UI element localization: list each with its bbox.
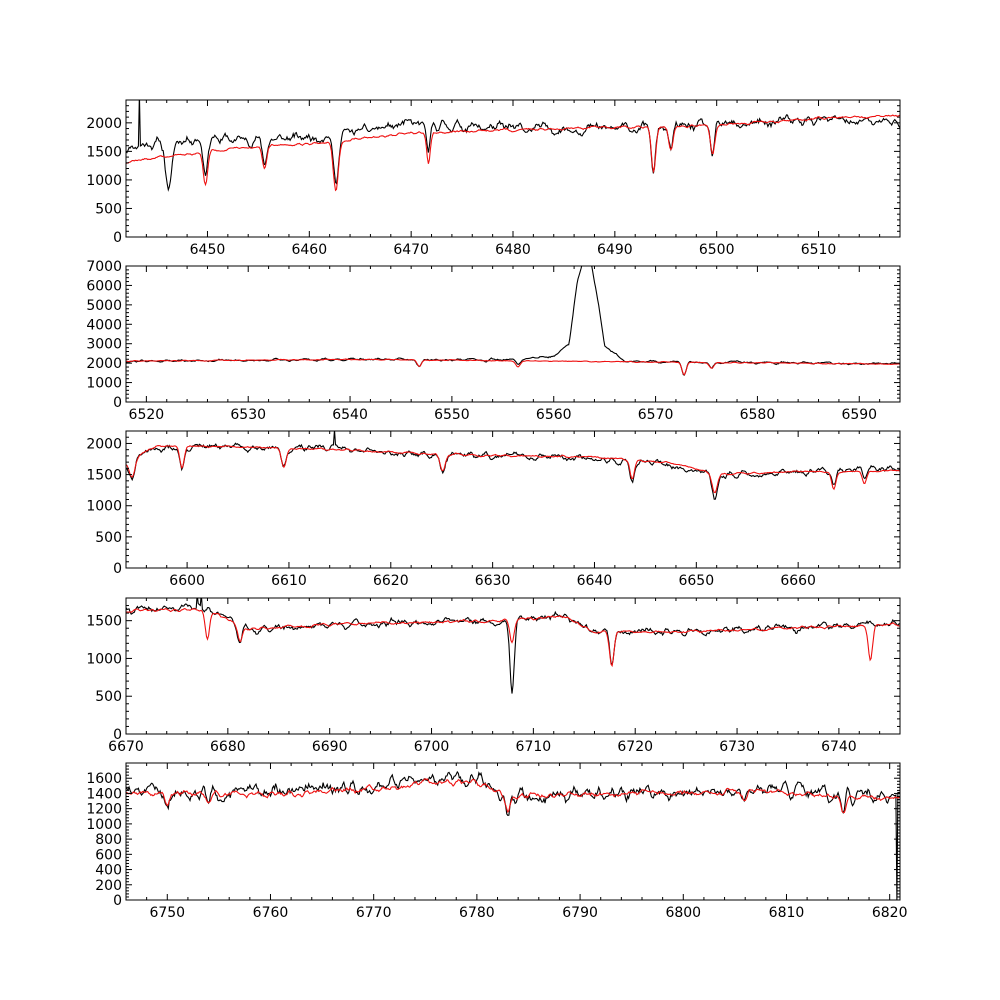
y-tick-label: 1400 xyxy=(86,786,122,802)
y-tick-label: 0 xyxy=(113,561,122,577)
x-tick-label: 6650 xyxy=(678,573,714,589)
x-tick-label: 6710 xyxy=(516,739,552,755)
y-tick-label: 0 xyxy=(113,893,122,909)
y-tick-label: 1200 xyxy=(86,802,122,818)
y-tick-label: 1600 xyxy=(86,771,122,787)
y-tick-label: 200 xyxy=(95,878,122,894)
y-tick-label: 7000 xyxy=(86,259,122,275)
model-spectrum-line-1 xyxy=(126,114,900,192)
x-tick-label: 6560 xyxy=(536,407,572,423)
model-spectrum-line-3 xyxy=(126,445,900,494)
y-tick-label: 1000 xyxy=(86,817,122,833)
x-tick-label: 6720 xyxy=(617,739,653,755)
x-tick-label: 6660 xyxy=(780,573,816,589)
x-tick-label: 6570 xyxy=(638,407,674,423)
panel-3: 6600 6610 6620 6630 6640 6650 6660 0 500 1000 1500… xyxy=(86,430,901,589)
x-tick-label: 6820 xyxy=(872,905,908,921)
panel-5: 6750 6760 6770 6780 6790 6800 6810 6820 02004006… xyxy=(86,762,908,921)
y-tick-label: 0 xyxy=(113,230,122,246)
x-tick-label: 6470 xyxy=(393,242,429,258)
panel-2: 6520 6530 6540 6550 6560 6570 6580 6590 0 1000 200… xyxy=(86,259,901,423)
model-spectrum-line-4 xyxy=(126,608,900,668)
y-tick-label: 4000 xyxy=(86,317,122,333)
y-tick-label: 600 xyxy=(95,847,122,863)
panel-1: 6450 6460 6470 6480 6490 6500 6510 0 500 1000 1500… xyxy=(86,99,901,258)
x-tick-label: 6640 xyxy=(577,573,613,589)
x-tick-label: 6760 xyxy=(253,905,289,921)
y-tick-label: 0 xyxy=(113,395,122,411)
model-spectrum-line-5 xyxy=(126,778,900,814)
x-tick-label: 6510 xyxy=(801,242,837,258)
y-tick-label: 1000 xyxy=(86,651,122,667)
y-tick-label: 2000 xyxy=(86,356,122,372)
observed-spectrum-line-1 xyxy=(126,100,900,192)
y-tick-label: 1000 xyxy=(86,376,122,392)
x-tick-label: 6810 xyxy=(769,905,805,921)
y-tick-label: 2000 xyxy=(86,436,122,452)
y-tick-label: 400 xyxy=(95,863,122,879)
x-tick-label: 6580 xyxy=(740,407,776,423)
y-tick-label: 6000 xyxy=(86,278,122,294)
y-tick-label: 500 xyxy=(95,689,122,705)
x-tick-label: 6670 xyxy=(108,739,144,755)
x-tick-label: 6540 xyxy=(332,407,368,423)
y-tick-label: 1000 xyxy=(86,499,122,515)
x-tick-label: 6770 xyxy=(356,905,392,921)
x-tick-label: 6780 xyxy=(459,905,495,921)
x-tick-label: 6590 xyxy=(841,407,877,423)
observed-spectrum-line-5 xyxy=(126,770,900,900)
y-tick-label: 1500 xyxy=(86,614,122,630)
x-tick-label: 6700 xyxy=(414,739,450,755)
panel-4: 6670 6680 6690 6700 6710 6720 6730 6740 0 500 1000… xyxy=(86,597,901,755)
y-tick-label: 500 xyxy=(95,530,122,546)
x-tick-label: 6730 xyxy=(719,739,755,755)
y-tick-label: 1500 xyxy=(86,144,122,160)
panel-frame xyxy=(125,762,901,901)
x-tick-label: 6480 xyxy=(495,242,531,258)
x-tick-label: 6790 xyxy=(562,905,598,921)
observed-spectrum-line-3 xyxy=(126,431,900,500)
x-tick-label: 6740 xyxy=(821,739,857,755)
x-tick-label: 6750 xyxy=(149,905,185,921)
x-tick-label: 6460 xyxy=(291,242,327,258)
y-tick-label: 5000 xyxy=(86,298,122,314)
x-tick-label: 6550 xyxy=(434,407,470,423)
x-tick-label: 6630 xyxy=(475,573,511,589)
x-tick-label: 6620 xyxy=(373,573,409,589)
y-tick-label: 500 xyxy=(95,201,122,217)
x-tick-label: 6690 xyxy=(312,739,348,755)
x-tick-label: 6490 xyxy=(597,242,633,258)
x-tick-label: 6600 xyxy=(169,573,205,589)
x-tick-label: 6500 xyxy=(699,242,735,258)
x-tick-label: 6680 xyxy=(210,739,246,755)
model-spectrum-line-2 xyxy=(126,358,900,376)
x-tick-label: 6520 xyxy=(129,407,165,423)
y-tick-label: 1500 xyxy=(86,468,122,484)
y-tick-label: 800 xyxy=(95,832,122,848)
y-tick-label: 1000 xyxy=(86,173,122,189)
x-tick-label: 6530 xyxy=(230,407,266,423)
x-tick-label: 6800 xyxy=(665,905,701,921)
y-tick-label: 0 xyxy=(113,727,122,743)
y-tick-label: 2000 xyxy=(86,116,122,132)
y-tick-label: 3000 xyxy=(86,337,122,353)
x-tick-label: 6610 xyxy=(271,573,307,589)
x-tick-label: 6450 xyxy=(190,242,226,258)
